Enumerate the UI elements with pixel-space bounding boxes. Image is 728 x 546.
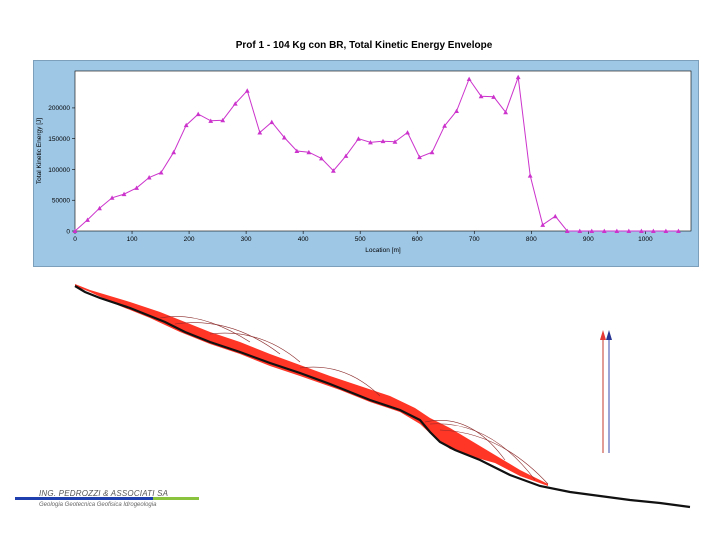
- data-point: [429, 149, 435, 155]
- trajectory-arc: [209, 332, 301, 363]
- data-point: [515, 74, 521, 80]
- data-point: [454, 108, 459, 113]
- data-point: [638, 228, 644, 233]
- x-tick-label: 400: [298, 236, 309, 243]
- data-point: [97, 205, 102, 211]
- data-point: [589, 228, 595, 233]
- data-point: [392, 139, 398, 144]
- data-point: [466, 76, 472, 81]
- data-point: [134, 185, 139, 190]
- x-axis: 0 100 200 300 400 500 600 700 800 900 1000: [73, 231, 653, 243]
- data-point: [614, 228, 620, 233]
- y-tick-label: 200000: [48, 105, 70, 112]
- slope-profile: [74, 284, 691, 509]
- orientation-arrows: [600, 330, 612, 453]
- data-point: [442, 123, 447, 128]
- x-tick-label: 0: [73, 236, 77, 243]
- data-point: [72, 228, 78, 233]
- data-point: [257, 130, 263, 135]
- data-point: [146, 175, 152, 180]
- data-point: [158, 170, 164, 175]
- data-point: [564, 228, 570, 233]
- x-tick-label: 700: [469, 236, 480, 243]
- data-point: [552, 213, 558, 219]
- data-point: [121, 191, 127, 197]
- trajectory-arc: [174, 322, 281, 355]
- y-tick-label: 150000: [48, 136, 70, 143]
- data-point: [417, 154, 422, 160]
- x-tick-label: 900: [583, 236, 594, 243]
- y-axis: 0 50000 100000 150000 200000: [48, 105, 75, 235]
- data-point: [405, 130, 410, 135]
- x-axis-title: Location [m]: [365, 247, 401, 254]
- data-point: [281, 135, 287, 140]
- data-point: [650, 228, 656, 233]
- x-tick-label: 200: [184, 236, 195, 243]
- series-markers: [72, 74, 681, 233]
- y-tick-label: 100000: [48, 167, 70, 174]
- trajectory-arc: [439, 429, 549, 485]
- data-point: [269, 119, 275, 125]
- data-point: [368, 139, 373, 145]
- energy-chart: 0 50000 100000 150000 200000 0 100 200 300 400 50…: [36, 70, 692, 254]
- x-tick-label: 1000: [638, 236, 653, 243]
- plot-area: [74, 70, 692, 232]
- data-point: [208, 118, 214, 123]
- arrow-head-blue-icon: [606, 330, 612, 340]
- data-point: [220, 117, 226, 123]
- data-point: [626, 228, 632, 233]
- y-tick-label: 0: [66, 228, 70, 235]
- data-point: [380, 138, 386, 144]
- x-tick-label: 500: [355, 236, 366, 243]
- x-tick-label: 300: [241, 236, 252, 243]
- y-tick-label: 50000: [52, 198, 70, 205]
- x-tick-label: 800: [526, 236, 537, 243]
- trajectory-arc: [299, 366, 381, 397]
- data-point: [491, 94, 497, 99]
- data-point: [503, 109, 509, 115]
- trajectory-arc: [424, 420, 506, 461]
- data-point: [195, 111, 201, 117]
- data-point: [601, 228, 607, 233]
- data-point: [330, 168, 336, 173]
- data-point: [663, 228, 669, 233]
- trajectory-arc: [429, 423, 536, 481]
- terrain-profile: [74, 285, 691, 509]
- data-point: [527, 173, 533, 178]
- x-tick-label: 600: [412, 236, 423, 243]
- data-point: [244, 88, 250, 93]
- data-point: [294, 148, 300, 153]
- logo-bar-blue: [15, 497, 153, 500]
- data-point: [109, 195, 115, 200]
- data-point: [478, 93, 484, 99]
- logo-bar-green: [153, 497, 199, 500]
- trajectory-arc: [159, 316, 251, 343]
- data-point: [232, 101, 238, 106]
- logo-company-name: ING. PEDROZZI & ASSOCIATI SA: [39, 489, 169, 498]
- data-point: [171, 149, 177, 155]
- data-point: [183, 122, 189, 128]
- data-point: [540, 222, 546, 227]
- data-point: [319, 155, 324, 161]
- data-point: [306, 149, 312, 155]
- arrow-head-red-icon: [600, 330, 606, 340]
- chart-title: Prof 1 - 104 Kg con BR, Total Kinetic En…: [235, 40, 493, 51]
- data-point: [356, 136, 361, 141]
- data-point: [85, 217, 90, 222]
- x-tick-label: 100: [127, 236, 138, 243]
- data-point: [343, 153, 349, 158]
- y-axis-title: Total Kinetic Energy [J]: [36, 118, 43, 184]
- logo-subtitle: Geologia Geotecnica Geofisica Idrogeolog…: [39, 502, 157, 508]
- series-line: [74, 77, 679, 232]
- data-point: [577, 228, 583, 233]
- company-logo: ING. PEDROZZI & ASSOCIATI SA Geologia Ge…: [15, 486, 205, 516]
- data-point: [676, 228, 681, 233]
